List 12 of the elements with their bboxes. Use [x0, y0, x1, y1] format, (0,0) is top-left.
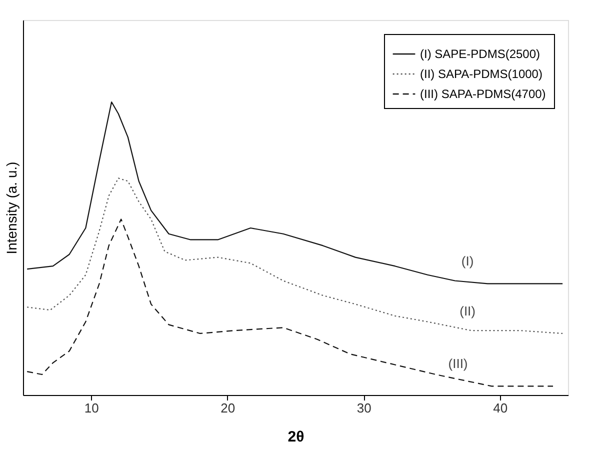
annotation: (I): [461, 254, 474, 269]
annotation: (II): [460, 303, 476, 318]
x-tick-label: 30: [356, 400, 372, 416]
y-axis-title: Intensity (a. u.): [4, 162, 20, 254]
legend-label: (II) SAPA-PDMS(1000): [420, 67, 542, 81]
legend-label: (III) SAPA-PDMS(4700): [420, 87, 546, 101]
x-axis-title: 2θ: [288, 428, 304, 446]
annotation: (III): [448, 356, 468, 372]
x-tick-label: 40: [493, 400, 508, 416]
x-tick-label: 20: [220, 400, 236, 416]
legend-label: (I) SAPE-PDMS(2500): [420, 47, 540, 61]
x-tick-label: 10: [84, 400, 99, 416]
